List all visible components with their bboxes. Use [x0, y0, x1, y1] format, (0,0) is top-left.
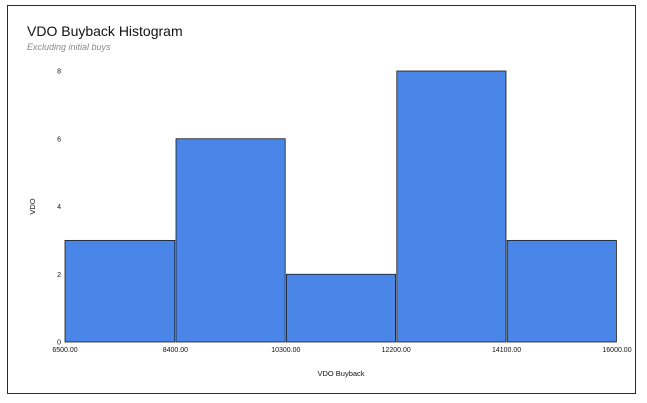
x-tick-label: 8400.00: [163, 347, 188, 354]
histogram-bar: [175, 138, 286, 343]
x-tick-label: 6500.00: [52, 347, 77, 354]
y-tick-label: 8: [57, 69, 61, 76]
histogram-bar: [64, 239, 176, 343]
y-tick-label: 0: [57, 340, 61, 347]
bars-group: [64, 70, 617, 343]
x-tick-label: 14100.00: [492, 347, 521, 354]
y-ticks-group: 0 2 4 6 8: [57, 69, 61, 347]
histogram-bar: [396, 70, 507, 343]
x-tick-label: 12200.00: [382, 347, 411, 354]
chart-subtitle: Excluding initial buys: [27, 42, 111, 52]
y-tick-label: 6: [57, 136, 61, 143]
y-axis-label: VDO: [28, 198, 37, 214]
y-tick-label: 2: [57, 272, 61, 279]
x-ticks-group: 6500.00 8400.00 10300.00 12200.00 14100.00 16…: [52, 347, 631, 354]
x-tick-label: 10300.00: [271, 347, 300, 354]
x-tick-label: 16000.00: [602, 347, 631, 354]
histogram-bar: [285, 273, 396, 343]
chart-title: VDO Buyback Histogram: [27, 23, 183, 39]
y-tick-label: 4: [57, 204, 61, 211]
x-axis-label: VDO Buyback: [317, 369, 364, 378]
histogram-bar: [506, 239, 617, 343]
